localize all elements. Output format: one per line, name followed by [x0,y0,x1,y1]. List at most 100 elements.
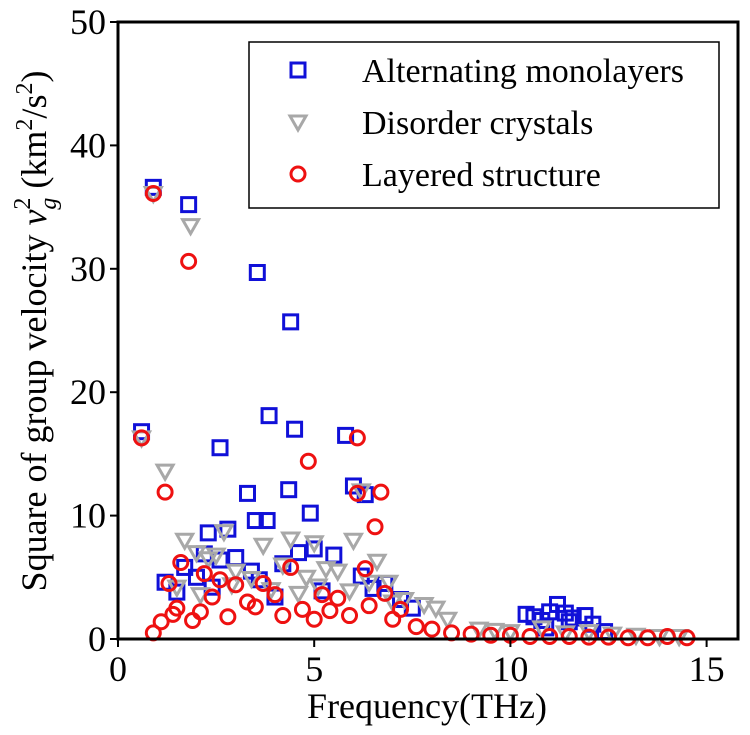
data-point [133,429,151,447]
y-tick-label: 10 [70,496,106,536]
data-point [172,553,190,571]
x-tick-label: 0 [109,649,127,689]
data-point [393,592,416,611]
legend-marker-1 [287,114,309,134]
data-point [541,628,559,646]
data-point [258,512,276,530]
data-point [407,618,425,636]
data-point [372,483,390,501]
data-point [376,584,394,602]
data-point [580,628,598,646]
data-point [366,518,384,536]
data-point [248,264,266,282]
legend-label-alternating-monolayers: Alternating monolayers [362,53,684,90]
data-point [240,571,263,590]
legend-label-disorder-crystals: Disorder crystals [362,105,593,142]
data-point [199,524,217,542]
data-point [305,540,323,558]
data-point [160,574,178,592]
data-point [338,583,361,602]
axis-ticks: 0 5 10 15 0 10 20 30 40 50 [70,2,725,689]
series-1 [130,186,690,648]
data-point [521,628,539,646]
x-axis-label: Frequency(THz) [307,686,547,726]
data-point [499,624,521,643]
data-point [238,484,256,502]
data-point [356,560,374,578]
data-point [564,609,582,627]
plot-frame [116,20,740,641]
data-point [378,574,400,594]
data-point [286,420,304,438]
data-point [531,620,553,639]
data-point [205,547,227,567]
data-point [195,565,213,583]
data-point [462,625,480,643]
y-tick-label: 30 [70,249,106,289]
data-point [219,520,237,538]
data-point [252,537,274,557]
data-point [366,553,388,573]
data-point [180,252,198,270]
data-point [484,622,506,642]
data-point [246,512,264,530]
data-point [560,628,578,646]
data-point [197,551,219,570]
data-point [313,586,331,604]
y-tick-label: 50 [70,2,106,42]
data-point [600,628,618,646]
data-point [272,557,294,576]
data-point [384,610,402,628]
data-point [282,313,300,331]
data-point [203,588,221,606]
data-point [287,585,310,605]
data-point [315,561,337,580]
data-point [219,608,237,626]
data-point [266,586,284,604]
data-point [295,569,317,589]
data-point [305,610,323,628]
y-tick-label: 40 [70,125,106,165]
legend: Alternating monolayers Disorder crystals… [248,41,720,209]
legend-marker-2 [289,165,307,183]
data-point [254,574,272,592]
data-point [293,600,311,618]
data-point [329,589,347,607]
data-point [154,463,176,483]
data-point [280,481,298,499]
data-point [225,563,247,583]
data-point [425,600,447,620]
x-tick-label: 15 [689,649,725,689]
data-point [342,532,365,552]
data-point [303,535,325,554]
data-point [174,532,196,552]
data-point [321,602,339,620]
data-point [227,549,245,567]
data-point [327,563,349,583]
data-point [423,620,441,638]
data-point [191,603,209,621]
legend-box [248,41,720,209]
data-point [358,574,380,594]
series-2 [133,185,696,647]
data-point [211,571,229,589]
data-point [152,613,170,631]
data-point [348,484,366,502]
data-point [280,531,302,551]
x-tick-label: 10 [492,649,528,689]
data-point [301,504,319,522]
data-point [227,576,245,594]
data-point [213,524,235,543]
data-point [156,483,174,501]
data-point [187,568,205,586]
data-point [246,598,264,616]
data-point [437,611,459,631]
y-tick-label: 0 [88,619,106,659]
legend-markers [287,61,309,183]
x-tick-label: 5 [305,649,323,689]
data-point [144,185,162,203]
data-point [274,607,292,625]
data-point [337,426,355,444]
data-point [482,626,500,644]
